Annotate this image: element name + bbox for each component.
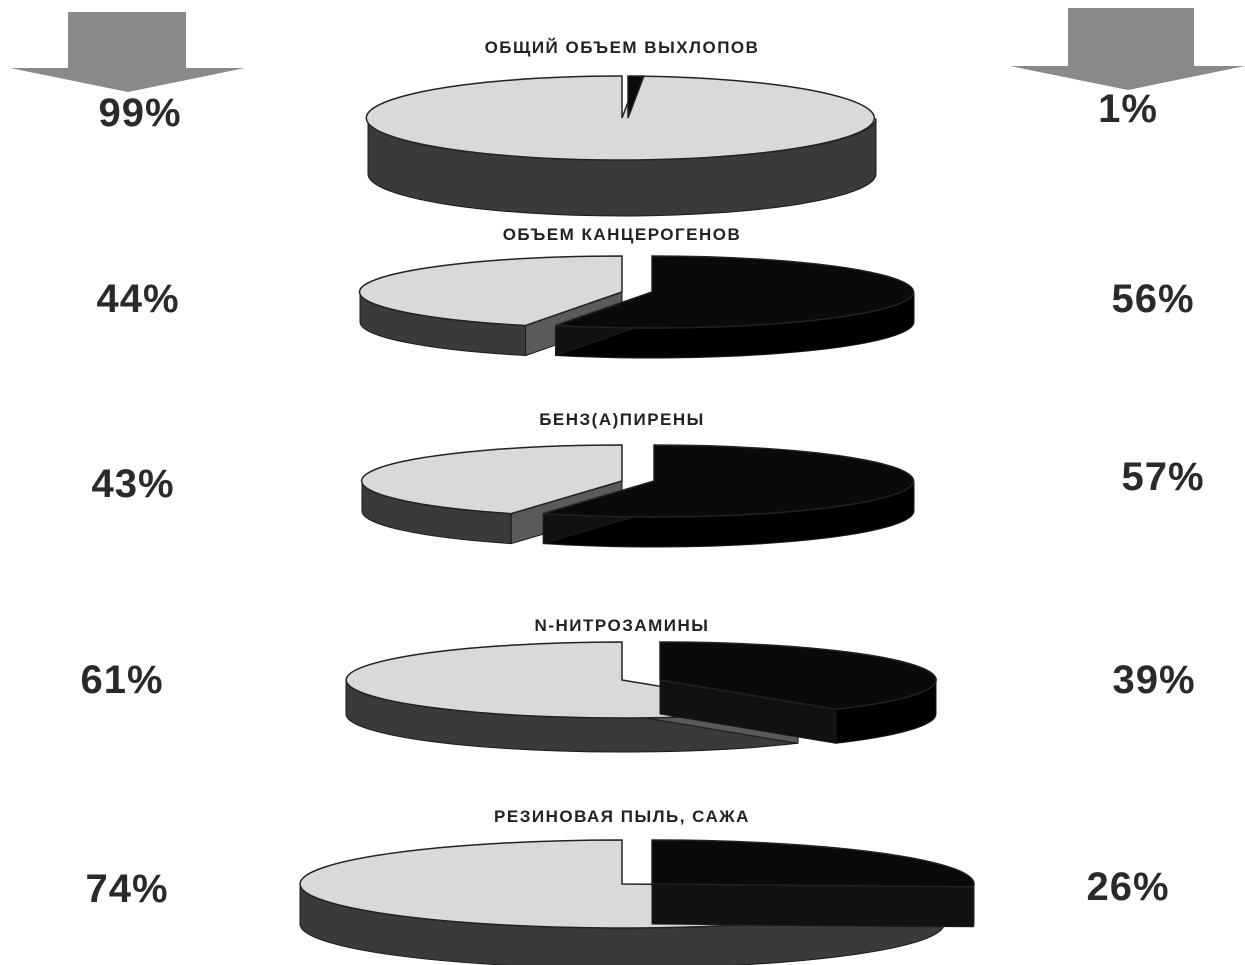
right-percent-label: 57% (1121, 455, 1204, 499)
chart-title: ОБЪЕМ КАНЦЕРОГЕНОВ (503, 225, 742, 244)
left-percent-label: 43% (91, 462, 174, 506)
pie-slice-left (358, 255, 623, 327)
left-percent-label: 61% (80, 658, 163, 702)
chart-group: РЕЗИНОВАЯ ПЫЛЬ, САЖА 74% 26% (85, 807, 1169, 965)
chart-group: ОБЩИЙ ОБЪЕМ ВЫХЛОПОВ 99% 1% (98, 38, 1158, 217)
right-percent-label: 1% (1098, 87, 1158, 131)
left-percent-label: 99% (98, 91, 181, 135)
chart-group: БЕНЗ(А)ПИРЕНЫ 43% 57% (91, 410, 1204, 548)
chart-title: РЕЗИНОВАЯ ПЫЛЬ, САЖА (494, 807, 750, 826)
left-percent-label: 74% (85, 867, 168, 911)
right-percent-label: 26% (1086, 865, 1169, 909)
pie-slice-left (365, 75, 876, 161)
chart-group: ОБЪЕМ КАНЦЕРОГЕНОВ 44% 56% (96, 225, 1194, 359)
right-down-arrow-icon (1010, 8, 1245, 90)
pie-slice-left (360, 444, 623, 515)
chart-title: БЕНЗ(А)ПИРЕНЫ (539, 410, 705, 429)
left-percent-label: 44% (96, 277, 179, 321)
chart-group: N-НИТРОЗАМИНЫ 61% 39% (80, 616, 1195, 753)
chart-title: N-НИТРОЗАМИНЫ (535, 616, 710, 635)
chart-title: ОБЩИЙ ОБЪЕМ ВЫХЛОПОВ (485, 38, 760, 57)
right-percent-label: 39% (1112, 658, 1195, 702)
pie-slice-right (543, 444, 915, 518)
pie-slice-right (659, 641, 937, 711)
pie-slice-right (627, 75, 645, 119)
left-down-arrow-icon (10, 12, 245, 92)
pie-slice-right (651, 839, 975, 888)
pie-slice-right-wall (651, 883, 974, 928)
right-percent-label: 56% (1111, 277, 1194, 321)
pie-slice-right (555, 255, 915, 329)
